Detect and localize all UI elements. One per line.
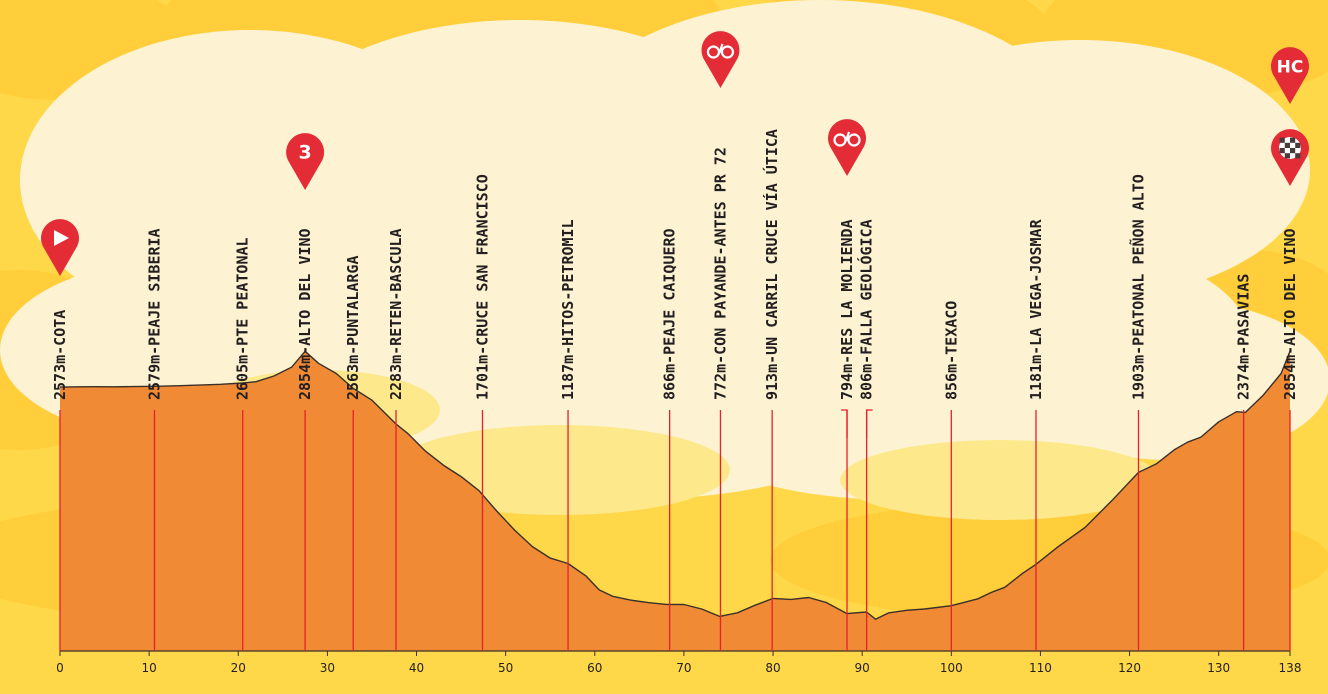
waypoint-label-1701m-cruce-san-francisco: 1701m-CRUCE SAN FRANCISCO xyxy=(474,174,492,400)
checker-square xyxy=(1295,142,1301,148)
sprint-bike-icon xyxy=(701,31,740,88)
checker-square xyxy=(1290,148,1296,154)
checker-square xyxy=(1284,142,1290,148)
waypoint-label-794m-res-la-molienda: 794m-RES LA MOLIENDA xyxy=(838,219,856,400)
pin-body xyxy=(701,31,740,88)
waypoint-label-2374m-pasavias: 2374m-PASAVIAS xyxy=(1235,274,1253,400)
pin-body xyxy=(828,119,867,176)
finish-checkered-icon xyxy=(1270,129,1309,186)
checker-square xyxy=(1279,137,1285,143)
waypoint-label-2573m-cota: 2573m-COTA xyxy=(51,310,69,400)
x-tick-label: 30 xyxy=(320,661,335,675)
x-tick-label: 50 xyxy=(498,661,513,675)
waypoint-labels: 2573m-COTA 2579m-PEAJE SIBERIA 2605m-PTE P… xyxy=(51,129,1299,400)
x-tick-label: 130 xyxy=(1207,661,1230,675)
waypoint-label-856m-texaco: 856m-TEXACO xyxy=(942,301,960,400)
climb-category-icon: HC xyxy=(1270,47,1309,104)
marker-pins: 3 HC xyxy=(40,31,1309,276)
elevation-line xyxy=(59,350,1291,620)
play-triangle xyxy=(54,230,69,246)
x-tick-label: 110 xyxy=(1029,661,1052,675)
x-tick-label: 0 xyxy=(56,661,64,675)
climb-category-icon: 3 xyxy=(286,133,325,190)
waypoint-label-2854m-alto-del-vino: 2854m-ALTO DEL VINO xyxy=(1281,228,1299,400)
waypoint-label-1187m-hitos-petromil: 1187m-HITOS-PETROMIL xyxy=(559,219,577,400)
x-tick-label: 80 xyxy=(765,661,780,675)
waypoint-label-2563m-puntalarga: 2563m-PUNTALARGA xyxy=(344,256,362,401)
profile-area-layer xyxy=(59,350,1291,652)
x-tick-label: 40 xyxy=(409,661,424,675)
x-tick-label: 20 xyxy=(231,661,246,675)
waypoint-label-866m-peaje-caiquero: 866m-PEAJE CAIQUERO xyxy=(661,228,679,400)
pin-body xyxy=(1270,47,1309,104)
checker-square xyxy=(1279,148,1285,154)
checker-square xyxy=(1290,137,1296,143)
checker-square xyxy=(1295,153,1301,159)
x-tick-label: 70 xyxy=(676,661,691,675)
waypoint-label-806m-falla-geologica: 806m-FALLA GEOLÓGICA xyxy=(857,219,876,400)
checker-square xyxy=(1284,153,1290,159)
x-tick-label: 60 xyxy=(587,661,602,675)
background-cloud xyxy=(840,440,1160,520)
waypoint-bracket xyxy=(841,409,848,438)
pin-body xyxy=(286,133,325,190)
x-tick-label: 120 xyxy=(1118,661,1141,675)
bike-wheel xyxy=(847,133,861,147)
x-tick-label: 100 xyxy=(940,661,963,675)
waypoint-label-913m-un-carril-cruce-via-utica: 913m-UN CARRIL CRUCE VÍA ÚTICA xyxy=(762,129,781,400)
sprint-bike-icon xyxy=(828,119,867,176)
bike-frame xyxy=(718,43,724,54)
waypoint-label-2605m-pte-peatonal: 2605m-PTE PEATONAL xyxy=(234,237,252,400)
waypoint-label-2854m-alto-del-vino: 2854m-ALTO DEL VINO xyxy=(296,228,314,400)
waypoint-label-2579m-peaje-siberia: 2579m-PEAJE SIBERIA xyxy=(146,228,164,400)
waypoint-label-772m-con-payande-antes-pr-72: 772m-CON PAYANDE-ANTES PR 72 xyxy=(712,147,730,400)
start-flag-icon xyxy=(40,219,79,276)
waypoint-label-1903m-peatonal-penon-alto: 1903m-PEATONAL PEÑON ALTO xyxy=(1129,174,1148,400)
pin-label: 3 xyxy=(298,142,311,164)
x-tick-label: 90 xyxy=(855,661,870,675)
elevation-area xyxy=(60,351,1290,651)
bike-wheel xyxy=(720,45,735,59)
waypoint-label-1181m-la-vega-josmar: 1181m-LA VEGA-JOSMAR xyxy=(1027,218,1045,400)
x-tick-label: 10 xyxy=(141,661,156,675)
pin-label: HC xyxy=(1277,58,1304,78)
pin-body xyxy=(40,219,79,276)
bike-frame xyxy=(844,131,851,142)
waypoint-bracket xyxy=(865,409,873,438)
waypoint-lines xyxy=(59,409,1291,651)
x-axis: 0 10 20 30 40 50 60 70 80 90 100 110 120 130 138 xyxy=(56,651,1301,675)
x-tick-label: 138 xyxy=(1279,661,1302,675)
waypoint-label-2283m-reten-bascula: 2283m-RETEN-BASCULA xyxy=(387,228,405,400)
